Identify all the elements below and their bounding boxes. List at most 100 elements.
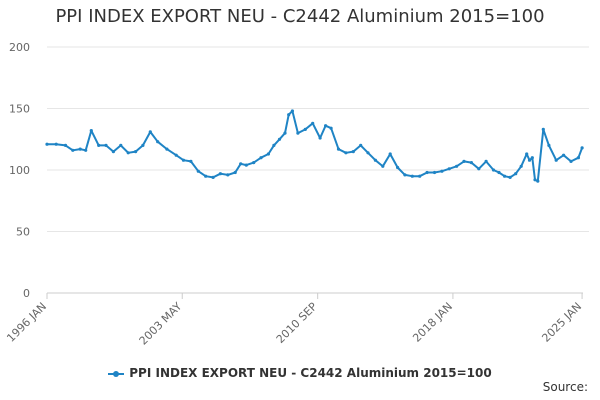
data-point — [432, 170, 437, 175]
data-point — [318, 136, 322, 140]
data-point — [272, 143, 276, 147]
data-point — [536, 179, 540, 183]
data-point — [71, 148, 75, 152]
data-point — [373, 158, 377, 162]
x-tick-label-0: 1996 JAN — [4, 300, 49, 345]
data-point — [336, 147, 341, 151]
data-point — [126, 151, 130, 155]
legend[interactable]: PPI INDEX EXPORT NEU - C2442 Aluminium 2… — [0, 366, 600, 380]
y-tick-label-0: 0 — [23, 287, 30, 300]
data-point — [547, 143, 551, 147]
data-point — [366, 151, 370, 155]
data-point — [63, 143, 68, 147]
data-point — [351, 150, 355, 154]
data-point — [211, 175, 215, 179]
data-point — [447, 167, 451, 171]
data-point — [396, 165, 400, 170]
data-point — [111, 150, 115, 154]
data-point — [303, 127, 307, 131]
data-point — [244, 163, 248, 167]
data-point — [174, 153, 178, 157]
data-point — [259, 156, 263, 160]
data-point — [403, 173, 407, 177]
data-point — [218, 172, 222, 176]
data-point — [519, 164, 523, 168]
data-point — [277, 137, 282, 141]
data-point — [569, 159, 573, 163]
data-point — [381, 164, 385, 168]
data-point — [283, 131, 287, 135]
data-point — [491, 168, 496, 172]
source-label: Source: — [542, 380, 588, 394]
data-point — [233, 170, 237, 175]
x-tick-label-4: 2025 JAN — [539, 300, 584, 345]
data-point — [562, 153, 566, 157]
y-tick-label-150: 150 — [9, 103, 30, 116]
data-point — [533, 178, 537, 182]
data-point — [89, 129, 93, 133]
data-point — [324, 124, 328, 128]
data-point — [181, 158, 186, 162]
x-tick-label-1: 2003 MAY — [137, 300, 185, 348]
series-layer — [45, 109, 584, 183]
data-point — [148, 130, 152, 134]
data-point — [344, 151, 348, 155]
data-point — [484, 159, 488, 163]
y-tick-label-50: 50 — [16, 226, 30, 239]
data-point — [165, 147, 169, 151]
data-point — [477, 167, 481, 171]
data-point — [311, 121, 315, 125]
data-point — [119, 143, 123, 147]
data-point — [508, 175, 512, 179]
x-tick-label-3: 2018 JAN — [410, 300, 455, 345]
data-point — [84, 148, 88, 152]
data-point — [497, 170, 501, 175]
data-point — [418, 174, 422, 178]
data-point — [462, 159, 466, 163]
data-point — [388, 152, 392, 156]
chart-title: PPI INDEX EXPORT NEU - C2442 Aluminium 2… — [55, 6, 545, 27]
data-point — [440, 169, 444, 173]
data-point — [141, 143, 145, 147]
data-point — [45, 142, 49, 146]
data-point — [514, 172, 518, 176]
data-point — [296, 131, 300, 135]
data-point — [290, 109, 294, 113]
data-point — [196, 169, 200, 173]
data-point — [97, 143, 101, 147]
legend-label: PPI INDEX EXPORT NEU - C2442 Aluminium 2… — [129, 366, 492, 380]
y-tick-label-100: 100 — [9, 164, 30, 177]
data-point — [252, 161, 256, 165]
y-tick-label-200: 200 — [9, 41, 30, 54]
data-point — [287, 113, 291, 117]
data-point — [541, 127, 545, 131]
data-point — [78, 147, 82, 151]
data-point — [410, 174, 414, 178]
data-point — [226, 173, 230, 177]
data-point — [580, 146, 584, 150]
data-point — [503, 174, 507, 178]
data-point — [54, 142, 58, 146]
data-point — [156, 140, 160, 144]
data-point — [554, 158, 558, 162]
data-point — [469, 161, 473, 165]
data-point — [425, 170, 429, 175]
gridlines — [47, 46, 589, 232]
data-point — [104, 143, 108, 147]
data-point — [359, 143, 363, 147]
data-point — [204, 174, 208, 178]
series-line-0 — [47, 110, 584, 183]
data-point — [329, 126, 333, 130]
data-point — [576, 156, 581, 160]
data-point — [239, 162, 243, 166]
data-point — [530, 156, 534, 160]
legend-line-marker-icon — [108, 369, 125, 379]
data-point — [525, 152, 529, 156]
data-point — [134, 150, 138, 154]
axes: 0 50 100 150 200 1996 JAN 2003 MAY 2010 SEP 2018… — [4, 41, 584, 348]
x-tick-label-2: 2010 SEP — [274, 300, 320, 346]
data-point — [527, 158, 532, 162]
data-point — [455, 164, 459, 168]
data-point — [266, 152, 270, 156]
